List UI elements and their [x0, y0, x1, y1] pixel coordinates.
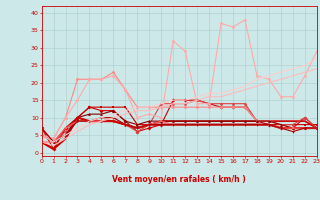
X-axis label: Vent moyen/en rafales ( km/h ): Vent moyen/en rafales ( km/h ): [112, 175, 246, 184]
